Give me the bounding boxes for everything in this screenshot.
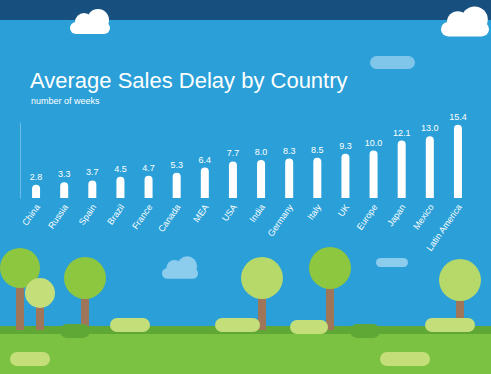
bar [313,158,321,198]
x-tick: Spain [77,202,98,227]
x-tick: UK [336,202,351,218]
x-tick: France [130,202,154,231]
bush [60,324,90,338]
x-tick-label: Latin America [424,202,463,252]
bar [285,159,293,198]
data-label: 2.8 [30,172,43,182]
bars [32,125,462,198]
bar [88,180,96,198]
tree-crown [64,257,106,299]
data-label: 3.7 [86,167,99,177]
x-axis: ChinaRussia Spain BrazilFranceCanada MEA USA… [20,202,464,253]
data-label: 4.7 [142,163,155,173]
x-tick: Canada [156,202,182,234]
cloud [70,9,110,34]
data-label: 4.5 [114,164,127,174]
x-tick: Japan [385,202,407,228]
cloud-part [461,6,487,32]
bush [290,320,328,334]
bush [380,352,430,366]
y-axis [20,123,21,199]
tree-crown [241,257,283,299]
tree-crown [25,278,55,308]
x-tick-label: UK [336,202,351,218]
bar [116,177,124,198]
x-tick-label: Germany [266,202,296,238]
bar [257,160,265,198]
data-label: 13.0 [421,123,439,133]
bar [173,173,181,198]
bar [32,185,40,198]
x-tick: Italy [306,202,324,222]
x-tick-label: Brazil [105,202,126,226]
x-tick: USA [220,202,239,223]
cloud [162,256,198,279]
data-label: 6.4 [199,155,212,165]
tree [64,257,106,330]
tree-crown [439,259,481,301]
x-tick: India [248,202,267,224]
y-axis-line [20,123,21,199]
bar [370,151,378,199]
title: Average Sales Delay by Country [30,68,348,93]
tree-crown [309,247,351,289]
data-label: 5.3 [170,160,183,170]
bush [425,318,475,332]
data-label: 8.0 [255,147,268,157]
bar [229,161,237,198]
cloud-part [177,256,197,276]
tree [25,278,55,330]
data-label: 9.3 [339,141,352,151]
data-label: 3.3 [58,169,71,179]
bush [110,318,150,332]
x-tick-label: China [20,202,42,227]
x-tick-label: Japan [385,202,407,228]
x-tick: Russia [46,202,70,230]
chart: Average Sales Delay by Country number of … [0,0,491,374]
bar [145,176,153,198]
cloud [376,258,408,267]
x-tick-label: Russia [46,202,70,230]
data-labels: 2.8 3.3 3.7 4.5 4.7 5.3 6.4 7.7 8.0 8.3 8.5 9.3 10.0… [30,112,467,182]
x-tick: Brazil [105,202,126,226]
bush [10,352,50,366]
cloud [370,56,415,69]
x-tick-label: Spain [77,202,98,227]
cloud [441,6,489,36]
x-tick: Mexico [411,202,436,231]
data-label: 12.1 [393,128,411,138]
subtitle: number of weeks [31,96,100,106]
x-tick-label: Italy [306,202,324,222]
bar [60,182,68,198]
data-label: 8.5 [311,145,324,155]
data-label: 7.7 [227,148,240,158]
x-tick: Germany [266,202,296,238]
x-tick: Europe [355,202,380,232]
bar [426,136,434,198]
bar [398,141,406,198]
x-tick: China [20,202,42,227]
background [0,0,491,374]
x-tick-label: Mexico [411,202,436,231]
x-tick: MEA [191,202,210,224]
x-tick-label: Europe [355,202,380,232]
data-label: 8.3 [283,146,296,156]
top-band [0,0,491,20]
bar [201,168,209,198]
cloud-part [87,9,109,31]
data-label: 15.4 [449,112,467,122]
x-tick-label: USA [220,202,239,223]
bush [215,318,260,332]
x-tick-label: MEA [191,202,210,224]
x-tick-label: India [248,202,267,224]
bar [454,125,462,198]
x-tick: Latin America [424,202,463,252]
x-tick-label: France [130,202,154,231]
bar [341,154,349,198]
x-tick-label: Canada [156,202,182,234]
data-label: 10.0 [365,138,383,148]
tree [309,247,351,330]
bush [350,324,380,338]
